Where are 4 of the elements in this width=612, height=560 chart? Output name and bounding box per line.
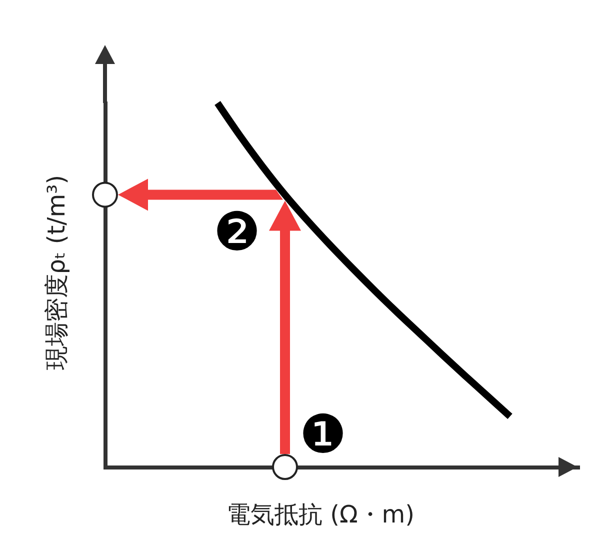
x-axis-title: 電気抵抗 (Ω・m) [226, 500, 415, 528]
y-axis-title: 現場密度ρₜ (t/m³) [42, 174, 70, 370]
annotation: ❶ [299, 404, 347, 466]
annotation: ❷ [213, 202, 261, 264]
